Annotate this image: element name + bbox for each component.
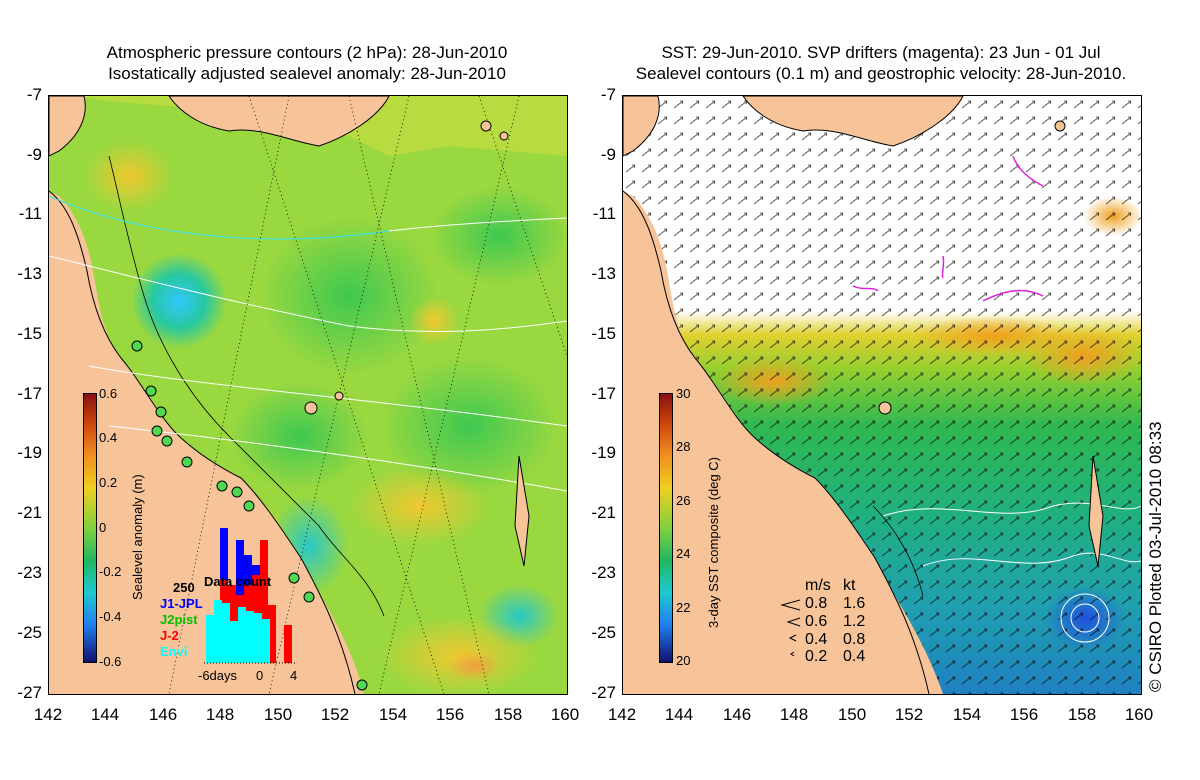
velocity-legend-kt: 0.8 — [843, 631, 866, 648]
right-ylabel: -7 — [600, 85, 616, 104]
left-ylabel: -15 — [17, 324, 42, 343]
left-ylabel: -25 — [17, 623, 42, 642]
left-xlabel: 154 — [378, 705, 408, 724]
right-ylabel: -17 — [591, 384, 616, 403]
right-ylabel: -23 — [591, 563, 616, 582]
sst-colorbar — [659, 393, 673, 663]
right-ylabel: -9 — [600, 145, 616, 164]
sealevel-colorbar-tick: 0 — [99, 520, 107, 535]
left-ylabel: -7 — [26, 85, 42, 104]
right-ylabel: -15 — [591, 324, 616, 343]
data-count-scale: 250 — [173, 580, 195, 595]
velocity-legend-kt: 1.2 — [843, 613, 866, 630]
right-title-line1: SST: 29-Jun-2010. SVP drifters (magenta)… — [661, 43, 1101, 62]
velocity-legend-ms: 0.4 — [805, 631, 828, 648]
sst-colorbar-title: 3-day SST composite (deg C) — [706, 457, 721, 628]
legend-j-2: J-2 — [160, 628, 179, 643]
sealevel-colorbar-tick: 0.2 — [99, 475, 118, 490]
right-ylabel: -13 — [591, 264, 616, 283]
right-xlabel: 144 — [664, 705, 694, 724]
velocity-legend-kt: 0.4 — [843, 648, 866, 665]
velocity-legend-ms: 0.8 — [805, 595, 828, 612]
right-ylabel: -11 — [592, 204, 616, 223]
velocity-legend-header-kt: kt — [843, 577, 856, 594]
legend-envi: Envi — [160, 644, 188, 659]
left-ylabel: -23 — [17, 563, 42, 582]
right-ylabel: -25 — [591, 623, 616, 642]
sst-colorbar-tick: 26 — [676, 493, 691, 508]
left-xlabel: 142 — [33, 705, 63, 724]
velocity-legend-arrows — [780, 596, 804, 666]
right-xlabel: 148 — [779, 705, 809, 724]
left-xlabel: 156 — [435, 705, 465, 724]
left-xlabel: 150 — [263, 705, 293, 724]
data-count-title: Data count — [204, 574, 272, 589]
right-ylabel: -19 — [591, 443, 616, 462]
left-xlabel: 144 — [90, 705, 120, 724]
left-ylabel: -9 — [26, 145, 42, 164]
sealevel-colorbar-tick: -0.6 — [99, 654, 122, 669]
data-count-xlabel: 0 — [256, 668, 264, 683]
left-ylabel: -13 — [17, 264, 42, 283]
left-title-line2: Isostatically adjusted sealevel anomaly:… — [108, 64, 506, 83]
plot-credit: © CSIRO Plotted 03-Jul-2010 08:33 — [1146, 421, 1165, 692]
right-xlabel: 142 — [607, 705, 637, 724]
velocity-legend-header-ms: m/s — [805, 577, 831, 594]
right-ylabel: -27 — [591, 683, 616, 702]
left-ylabel: -17 — [17, 384, 42, 403]
right-xlabel: 152 — [894, 705, 924, 724]
sst-colorbar-tick: 24 — [676, 546, 691, 561]
left-ylabel: -11 — [18, 204, 42, 223]
velocity-legend-kt: 1.6 — [843, 595, 866, 612]
left-ylabel: -21 — [17, 503, 42, 522]
data-count-xlabel: 4 — [290, 668, 298, 683]
sealevel-colorbar-tick: 0.4 — [99, 430, 118, 445]
left-xlabel: 160 — [550, 705, 580, 724]
velocity-arrow-glyphs — [780, 599, 801, 657]
data-count-inset — [200, 525, 300, 665]
right-xlabel: 156 — [1009, 705, 1039, 724]
right-title-line2: Sealevel contours (0.1 m) and geostrophi… — [635, 64, 1127, 83]
data-count-histogram — [204, 528, 296, 664]
left-ylabel: -27 — [17, 683, 42, 702]
sst-colorbar-tick: 20 — [676, 653, 691, 668]
right-xlabel: 158 — [1067, 705, 1097, 724]
right-xlabel: 154 — [952, 705, 982, 724]
sealevel-anomaly-map-graphic — [49, 96, 567, 694]
data-count-xlabel: -6days — [198, 668, 238, 683]
sst-colorbar-tick: 28 — [676, 439, 691, 454]
sst-map — [622, 95, 1142, 695]
sst-colorbar-tick: 22 — [676, 600, 691, 615]
legend-j2pist: J2pist — [160, 612, 198, 627]
left-xlabel: 148 — [205, 705, 235, 724]
velocity-legend-ms: 0.6 — [805, 613, 828, 630]
right-xlabel: 146 — [722, 705, 752, 724]
left-xlabel: 146 — [148, 705, 178, 724]
sealevel-anomaly-map — [48, 95, 568, 695]
sealevel-colorbar-tick: -0.4 — [99, 609, 122, 624]
left-xlabel: 152 — [320, 705, 350, 724]
velocity-legend-ms: 0.2 — [805, 648, 828, 665]
right-xlabel: 160 — [1124, 705, 1154, 724]
sealevel-colorbar-title: Sealevel anomaly (m) — [130, 474, 145, 600]
legend-j1-jpl: J1-JPL — [160, 596, 203, 611]
left-ylabel: -19 — [17, 443, 42, 462]
left-title-line1: Atmospheric pressure contours (2 hPa): 2… — [106, 43, 508, 62]
sst-map-graphic — [623, 96, 1141, 694]
sealevel-colorbar-tick: 0.6 — [99, 386, 118, 401]
sst-colorbar-tick: 30 — [676, 386, 691, 401]
left-xlabel: 158 — [493, 705, 523, 724]
sealevel-colorbar — [83, 393, 97, 663]
right-ylabel: -21 — [591, 503, 616, 522]
right-xlabel: 150 — [837, 705, 867, 724]
sealevel-colorbar-tick: -0.2 — [99, 564, 122, 579]
